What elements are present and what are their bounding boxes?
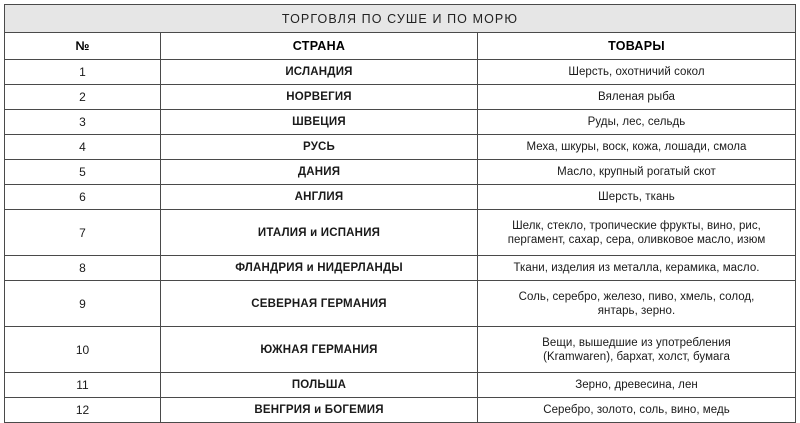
trade-table: ТОРГОВЛЯ ПО СУШЕ И ПО МОРЮ № СТРАНА ТОВА… [3, 4, 797, 423]
goods-line: Ткани, изделия из металла, керамика, мас… [513, 262, 760, 274]
row-country: ЮЖНАЯ ГЕРМАНИЯ [160, 326, 478, 373]
row-country: СЕВЕРНАЯ ГЕРМАНИЯ [160, 280, 478, 327]
table-row: 2 НОРВЕГИЯ Вяленая рыба [4, 84, 797, 110]
goods-line: Шерсть, охотничий сокол [568, 66, 705, 78]
row-goods: Соль, серебро, железо, пиво, хмель, соло… [476, 280, 797, 327]
row-country: ИСЛАНДИЯ [160, 59, 478, 85]
table-row: 1 ИСЛАНДИЯ Шерсть, охотничий сокол [4, 59, 797, 85]
row-country: РУСЬ [160, 134, 478, 160]
row-goods: Руды, лес, сельдь [476, 109, 797, 135]
row-number: 1 [4, 59, 161, 85]
row-country: ДАНИЯ [160, 159, 478, 185]
row-country: НОРВЕГИЯ [160, 84, 478, 110]
trade-table-body: ТОРГОВЛЯ ПО СУШЕ И ПО МОРЮ № СТРАНА ТОВА… [3, 4, 797, 423]
table-row: 11 ПОЛЬША Зерно, древесина, лен [4, 372, 797, 398]
goods-line: (Kramwaren), бархат, холст, бумага [543, 350, 730, 363]
row-number: 7 [4, 209, 161, 256]
table-row: 10 ЮЖНАЯ ГЕРМАНИЯ Вещи, вышедшие из упот… [4, 326, 797, 373]
table-row: 4 РУСЬ Меха, шкуры, воск, кожа, лошади, … [4, 134, 797, 160]
row-goods: Масло, крупный рогатый скот [476, 159, 797, 185]
row-goods: Вещи, вышедшие из употребления (Kramware… [476, 326, 797, 373]
row-goods: Вяленая рыба [476, 84, 797, 110]
row-number: 3 [4, 109, 161, 135]
goods-line: Масло, крупный рогатый скот [557, 166, 716, 178]
row-number: 8 [4, 255, 161, 281]
row-number: 2 [4, 84, 161, 110]
row-number: 5 [4, 159, 161, 185]
row-number: 10 [4, 326, 161, 373]
row-country: ИТАЛИЯ и ИСПАНИЯ [160, 209, 478, 256]
goods-line: Зерно, древесина, лен [575, 379, 698, 391]
row-number: 4 [4, 134, 161, 160]
table-title-row: ТОРГОВЛЯ ПО СУШЕ И ПО МОРЮ [3, 4, 797, 33]
table-row: 5 ДАНИЯ Масло, крупный рогатый скот [4, 159, 797, 185]
table-row: 3 ШВЕЦИЯ Руды, лес, сельдь [4, 109, 797, 135]
goods-line: Меха, шкуры, воск, кожа, лошади, смола [526, 141, 747, 153]
goods-line: Вяленая рыба [597, 91, 676, 103]
row-goods: Ткани, изделия из металла, керамика, мас… [476, 255, 797, 281]
goods-line: Серебро, золото, соль, вино, медь [543, 404, 730, 416]
row-goods: Меха, шкуры, воск, кожа, лошади, смола [476, 134, 797, 160]
row-goods: Шерсть, охотничий сокол [476, 59, 797, 85]
column-header-country: СТРАНА [160, 32, 478, 60]
goods-line: пергамент, сахар, сера, оливковое масло,… [507, 233, 766, 246]
column-header-number: № [4, 32, 161, 60]
goods-line: янтарь, зерно. [597, 304, 676, 317]
column-header-goods: ТОВАРЫ [476, 32, 797, 60]
row-country: ФЛАНДРИЯ и НИДЕРЛАНДЫ [160, 255, 478, 281]
row-country: ПОЛЬША [160, 372, 478, 398]
goods-line: Соль, серебро, железо, пиво, хмель, соло… [518, 290, 755, 303]
goods-line: Шелк, стекло, тропические фрукты, вино, … [512, 219, 761, 232]
row-country: ШВЕЦИЯ [160, 109, 478, 135]
table-row: 8 ФЛАНДРИЯ и НИДЕРЛАНДЫ Ткани, изделия и… [4, 255, 797, 281]
row-goods: Шерсть, ткань [476, 184, 797, 210]
row-goods: Зерно, древесина, лен [476, 372, 797, 398]
row-number: 9 [4, 280, 161, 327]
goods-line: Шерсть, ткань [598, 191, 675, 203]
goods-line: Руды, лес, сельдь [587, 116, 686, 128]
goods-line: Вещи, вышедшие из употребления [542, 336, 731, 349]
table-header-row: № СТРАНА ТОВАРЫ [4, 32, 797, 60]
row-goods: Шелк, стекло, тропические фрукты, вино, … [476, 209, 797, 256]
table-row: 7 ИТАЛИЯ и ИСПАНИЯ Шелк, стекло, тропиче… [4, 209, 797, 256]
row-number: 11 [4, 372, 161, 398]
table-title: ТОРГОВЛЯ ПО СУШЕ И ПО МОРЮ [3, 4, 797, 33]
row-number: 6 [4, 184, 161, 210]
table-row: 6 АНГЛИЯ Шерсть, ткань [4, 184, 797, 210]
table-row: 9 СЕВЕРНАЯ ГЕРМАНИЯ Соль, серебро, желез… [4, 280, 797, 327]
row-country: АНГЛИЯ [160, 184, 478, 210]
